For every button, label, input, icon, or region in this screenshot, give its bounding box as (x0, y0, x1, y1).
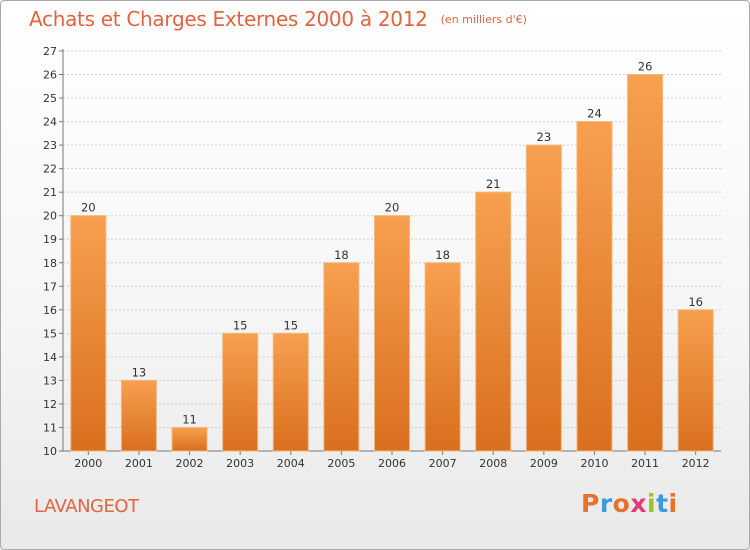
bar (627, 74, 664, 452)
label-layer: 2000 20 2001 13 2002 11 2003 15 2004 15 2005 18 2006… (74, 60, 709, 470)
y-tick-label: 25 (43, 92, 57, 105)
y-tick-label: 14 (43, 351, 57, 364)
data-label: 15 (283, 318, 298, 332)
data-label: 24 (587, 107, 602, 121)
y-tick-label: 24 (43, 116, 57, 129)
data-label: 18 (435, 248, 450, 262)
data-label: 20 (385, 201, 400, 215)
bar (475, 191, 512, 452)
bar (222, 332, 259, 452)
chart-unit-note: (en milliers d'€) (440, 13, 527, 26)
x-tick-label: 2002 (176, 457, 204, 470)
y-tick-label: 10 (43, 445, 57, 458)
y-tick-label: 22 (43, 163, 57, 176)
y-tick-label: 13 (43, 374, 57, 387)
logo-letter: t (656, 489, 669, 518)
y-tick-label: 11 (43, 421, 57, 434)
data-label: 13 (132, 365, 147, 379)
x-tick-label: 2010 (580, 457, 608, 470)
logo-letter: P (581, 489, 600, 518)
logo-letter: i (668, 489, 678, 518)
logo-letter: x (630, 489, 647, 518)
bar (424, 262, 461, 452)
commune-name: LAVANGEOT (34, 496, 139, 517)
data-label: 23 (537, 130, 552, 144)
logo-letter: r (599, 489, 613, 518)
bar-layer (70, 74, 714, 452)
y-tick-label: 19 (43, 233, 57, 246)
x-tick-label: 2003 (226, 457, 254, 470)
bar (272, 332, 309, 452)
logo-letter: i (647, 489, 657, 518)
data-label: 16 (688, 295, 703, 309)
title-row: Achats et Charges Externes 2000 à 2012 (… (29, 7, 527, 31)
data-label: 20 (81, 201, 96, 215)
y-tick-label: 26 (43, 69, 57, 82)
y-tick-label: 20 (43, 210, 57, 223)
bar (677, 309, 714, 452)
x-tick-label: 2009 (530, 457, 558, 470)
x-tick-label: 2008 (479, 457, 507, 470)
data-label: 18 (334, 248, 349, 262)
y-tick-label: 16 (43, 304, 57, 317)
data-label: 15 (233, 318, 248, 332)
x-tick-label: 2005 (327, 457, 355, 470)
y-tick-label: 15 (43, 327, 57, 340)
data-label: 21 (486, 177, 501, 191)
logo-letter: o (612, 489, 631, 518)
x-tick-label: 2000 (74, 457, 102, 470)
bar (323, 262, 360, 452)
data-label: 11 (182, 412, 197, 426)
proxiti-logo: Proxiti (581, 489, 678, 518)
x-tick-label: 2011 (631, 457, 659, 470)
x-tick-label: 2012 (682, 457, 710, 470)
y-tick-label: 12 (43, 398, 57, 411)
y-tick-label: 18 (43, 257, 57, 270)
bar (374, 215, 410, 452)
y-tick-label: 23 (43, 139, 57, 152)
bar (525, 144, 562, 452)
x-tick-label: 2001 (125, 457, 153, 470)
data-label: 26 (638, 60, 653, 74)
chart-title: Achats et Charges Externes 2000 à 2012 (29, 7, 428, 31)
bar (120, 379, 157, 452)
x-tick-label: 2006 (378, 457, 406, 470)
y-tick-label: 17 (43, 280, 57, 293)
bar (70, 215, 107, 452)
x-tick-label: 2004 (277, 457, 305, 470)
x-tick-label: 2007 (429, 457, 457, 470)
bar (576, 121, 613, 452)
y-tick-label: 21 (43, 186, 57, 199)
bar (171, 426, 208, 452)
y-tick-label: 27 (43, 45, 57, 58)
